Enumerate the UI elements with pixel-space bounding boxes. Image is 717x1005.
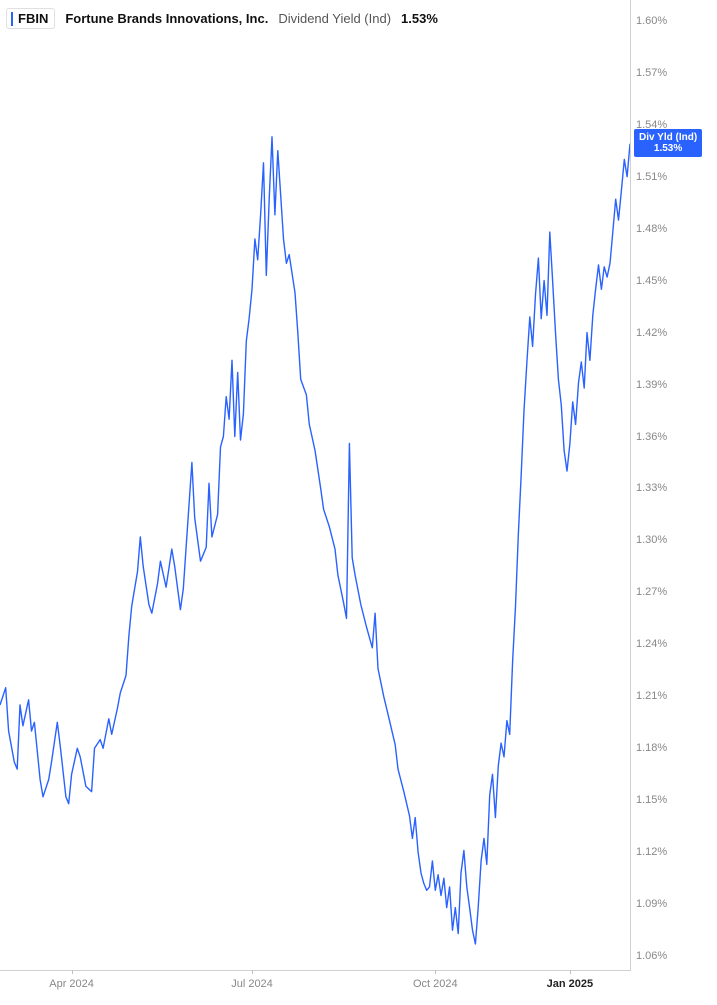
y-tick-label: 1.39% xyxy=(636,379,667,391)
y-tick-label: 1.57% xyxy=(636,67,667,79)
y-tick-label: 1.33% xyxy=(636,482,667,494)
y-tick-label: 1.06% xyxy=(636,950,667,962)
y-tick-label: 1.09% xyxy=(636,898,667,910)
x-tick-label: Oct 2024 xyxy=(413,978,458,990)
y-tick-label: 1.12% xyxy=(636,846,667,858)
y-tick-label: 1.21% xyxy=(636,690,667,702)
y-tick-label: 1.24% xyxy=(636,638,667,650)
dividend-yield-line xyxy=(0,137,630,944)
x-tick-mark xyxy=(435,970,436,974)
y-tick-label: 1.18% xyxy=(636,742,667,754)
last-badge-value: 1.53% xyxy=(639,143,697,154)
y-tick-label: 1.45% xyxy=(636,275,667,287)
last-value-badge: Div Yld (Ind) 1.53% xyxy=(634,129,702,157)
x-tick-label: Jul 2024 xyxy=(231,978,273,990)
y-tick-label: 1.27% xyxy=(636,586,667,598)
y-tick-label: 1.51% xyxy=(636,171,667,183)
y-tick-label: 1.48% xyxy=(636,223,667,235)
y-tick-label: 1.15% xyxy=(636,794,667,806)
y-tick-label: 1.60% xyxy=(636,15,667,27)
y-tick-label: 1.36% xyxy=(636,431,667,443)
y-tick-label: 1.42% xyxy=(636,327,667,339)
x-tick-mark xyxy=(570,970,571,974)
plot-area[interactable] xyxy=(0,0,631,971)
x-tick-mark xyxy=(252,970,253,974)
y-tick-label: 1.30% xyxy=(636,534,667,546)
line-chart-svg xyxy=(0,0,630,970)
chart-container: 1.60%1.57%1.54%1.51%1.48%1.45%1.42%1.39%… xyxy=(0,0,717,1005)
last-badge-title: Div Yld (Ind) xyxy=(639,132,697,143)
x-tick-label: Jan 2025 xyxy=(547,978,593,990)
x-axis-labels: Apr 2024 Jul 2024 Oct 2024 Jan 2025 xyxy=(0,978,630,998)
x-tick-mark xyxy=(72,970,73,974)
x-tick-label: Apr 2024 xyxy=(49,978,94,990)
